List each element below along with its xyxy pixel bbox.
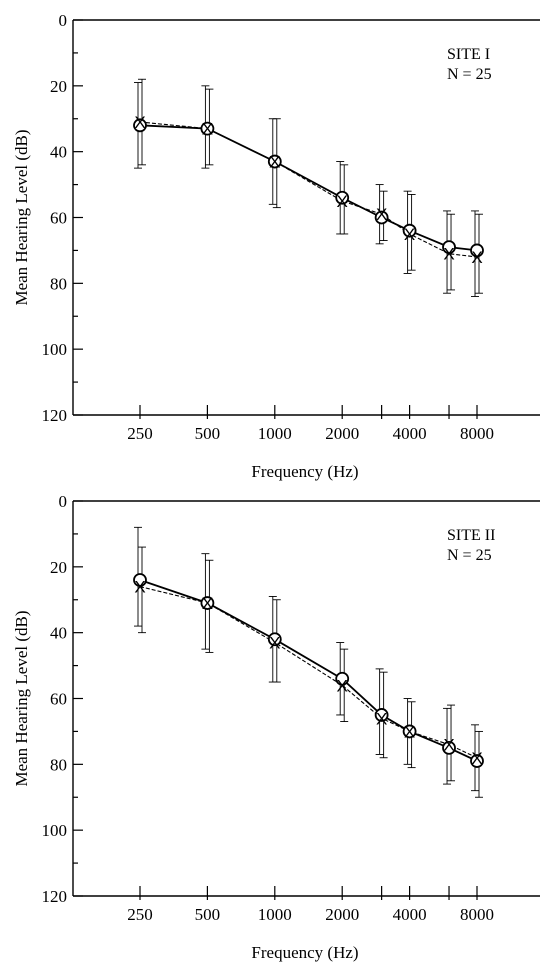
data-point-o xyxy=(200,596,215,610)
x-tick-label: 1000 xyxy=(258,424,292,443)
x-tick-label: 8000 xyxy=(460,905,494,924)
data-point-x: X xyxy=(471,749,482,768)
data-point-x: X xyxy=(443,245,454,264)
x-axis-title: Frequency (Hz) xyxy=(251,943,358,962)
data-point-x: X xyxy=(443,736,454,755)
y-tick-label: 100 xyxy=(42,821,68,840)
y-tick-label: 40 xyxy=(50,624,67,643)
data-point-o xyxy=(442,240,456,255)
y-axis-title: Mean Hearing Level (dB) xyxy=(12,610,31,786)
y-tick-label: 60 xyxy=(50,209,67,228)
y-tick-label: 80 xyxy=(50,755,67,774)
data-point-x: X xyxy=(471,248,482,267)
site-label: SITE II xyxy=(447,527,495,544)
x-tick-label: 8000 xyxy=(460,424,494,443)
data-point-x: X xyxy=(202,594,213,613)
y-tick-label: 40 xyxy=(50,143,67,162)
data-point-o xyxy=(402,724,417,739)
data-point-x: X xyxy=(337,676,348,695)
x-tick-label: 250 xyxy=(127,905,153,924)
x-tick-label: 2000 xyxy=(325,905,359,924)
x-tick-label: 500 xyxy=(195,905,221,924)
data-point-o xyxy=(267,632,282,647)
series-x-line xyxy=(139,121,478,258)
data-point-x: X xyxy=(269,153,280,172)
data-point-x: X xyxy=(202,120,213,139)
series-x-line xyxy=(139,586,478,759)
data-point-x: X xyxy=(134,578,145,597)
y-tick-label: 80 xyxy=(50,274,67,293)
data-point-o xyxy=(470,754,484,768)
x-tick-label: 2000 xyxy=(325,424,359,443)
y-tick-label: 100 xyxy=(42,340,68,359)
y-tick-label: 0 xyxy=(59,492,68,511)
data-point-o xyxy=(470,243,484,258)
data-point-x: X xyxy=(269,634,280,653)
x-tick-label: 1000 xyxy=(258,905,292,924)
x-tick-label: 4000 xyxy=(393,424,427,443)
y-tick-label: 20 xyxy=(50,558,67,577)
y-tick-label: 120 xyxy=(42,887,68,906)
y-tick-label: 20 xyxy=(50,77,67,96)
data-point-x: X xyxy=(376,709,387,728)
data-point-o xyxy=(402,223,417,238)
data-point-x: X xyxy=(376,205,387,224)
site-label: SITE I xyxy=(447,46,490,63)
sample-size-label: N = 25 xyxy=(447,547,492,564)
series-o-line xyxy=(139,124,478,252)
data-point-o xyxy=(133,573,147,587)
x-axis-title: Frequency (Hz) xyxy=(251,462,358,481)
y-axis-title: Mean Hearing Level (dB) xyxy=(12,129,31,305)
data-point-o xyxy=(200,121,215,136)
data-point-x: X xyxy=(337,192,348,211)
data-point-o xyxy=(133,118,147,133)
series-o-line xyxy=(139,579,478,762)
y-tick-label: 60 xyxy=(50,690,67,709)
chart-site-1: 0 20 40 60 80 100 120 250 500 1000 2000 4000 8000 Fre… xyxy=(12,11,540,481)
data-point-x: X xyxy=(404,722,415,741)
data-point-o xyxy=(267,154,282,169)
y-tick-label: 0 xyxy=(59,11,68,30)
data-point-o xyxy=(374,708,389,722)
y-tick-label: 120 xyxy=(42,406,68,425)
x-tick-label: 500 xyxy=(195,424,221,443)
sample-size-label: N = 25 xyxy=(447,66,492,83)
data-point-x: X xyxy=(134,113,145,132)
data-point-o xyxy=(335,190,350,205)
x-tick-label: 4000 xyxy=(393,905,427,924)
chart-site-2: 0 20 40 60 80 100 120 250 500 1000 2000 4000 8000 Fre… xyxy=(12,492,540,962)
x-tick-label: 250 xyxy=(127,424,153,443)
data-point-o xyxy=(374,210,389,225)
data-point-o xyxy=(335,671,350,686)
data-point-x: X xyxy=(404,225,415,244)
data-point-o xyxy=(442,740,456,755)
